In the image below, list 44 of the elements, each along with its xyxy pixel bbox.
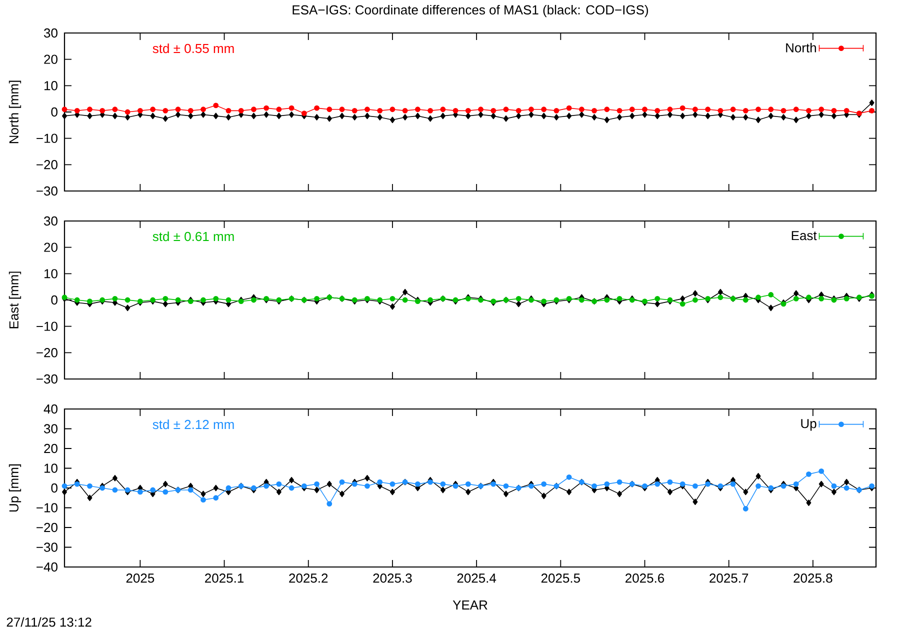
y-tick-label: 10 xyxy=(44,269,58,278)
y-tick-label: 0 xyxy=(51,295,58,305)
y-tick-label: 20 xyxy=(44,242,58,252)
y-tick-label: −40 xyxy=(36,562,58,572)
x-tick-label: 2025.3 xyxy=(373,574,412,583)
x-tick-label: 2025.4 xyxy=(457,574,496,583)
y-tick-label: −20 xyxy=(36,522,58,532)
y-tick-label: 10 xyxy=(44,464,58,473)
y-tick-label: −30 xyxy=(36,542,58,552)
chart-title: ESA−IGS: Coordinate differences of MAS1 (black: COD−IGS) xyxy=(292,4,648,18)
x-tick-label: 2025.2 xyxy=(289,574,328,583)
y-tick-label: −10 xyxy=(36,503,58,512)
y-tick-label: 30 xyxy=(44,216,58,226)
y-tick-label: −20 xyxy=(36,160,58,170)
y-tick-label: −10 xyxy=(36,134,58,143)
y-axis-title: North [mm] xyxy=(8,80,22,144)
x-tick-label: 2025.1 xyxy=(205,574,244,583)
y-tick-label: 0 xyxy=(51,107,58,117)
x-tick-label: 2025.8 xyxy=(794,574,832,583)
x-tick-label: 2025 xyxy=(126,574,154,583)
y-tick-label: 30 xyxy=(44,424,58,434)
y-tick-label: −10 xyxy=(36,322,58,331)
annotation: std ± 0.55 mm xyxy=(152,44,234,54)
y-tick-label: 0 xyxy=(51,483,58,493)
legend-label: Up xyxy=(801,419,816,431)
y-axis-title: Up [mm] xyxy=(8,464,22,512)
y-axis-title: East [mm] xyxy=(8,272,22,328)
y-tick-label: 20 xyxy=(44,444,58,454)
y-tick-label: −30 xyxy=(36,186,58,196)
legend-label: East xyxy=(792,231,817,240)
x-axis-title: YEAR xyxy=(452,600,488,610)
y-tick-label: 40 xyxy=(44,404,58,414)
y-tick-label: −20 xyxy=(36,348,58,358)
y-tick-label: 20 xyxy=(44,54,58,64)
y-tick-label: −30 xyxy=(36,374,58,384)
text: 27/11/25 13:12 xyxy=(6,617,92,627)
x-tick-label: 2025.7 xyxy=(710,574,748,583)
y-tick-label: 10 xyxy=(44,81,58,90)
y-tick-label: 30 xyxy=(44,28,58,38)
legend-label: North xyxy=(786,42,816,52)
x-tick-label: 2025.6 xyxy=(626,574,664,583)
annotation: std ± 0.61 mm xyxy=(152,232,234,242)
x-tick-label: 2025.5 xyxy=(541,574,580,583)
annotation: std ± 2.12 mm xyxy=(152,420,234,430)
